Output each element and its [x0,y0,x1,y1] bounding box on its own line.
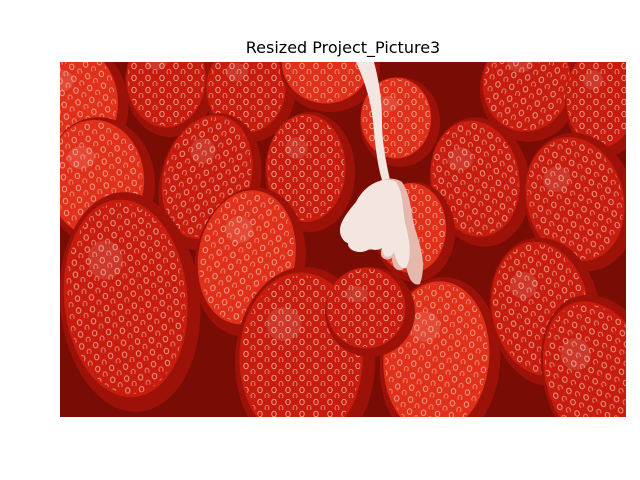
strawberry [565,62,626,157]
strawberry [325,267,415,357]
photo-canvas [60,62,626,417]
strawberry-group [60,62,626,417]
strawberry [479,62,581,142]
figure-title: Resized Project_Picture3 [245,38,441,57]
strawberry [523,132,626,272]
cream-drip [339,62,423,285]
strawberry [60,192,201,412]
strawberry [280,62,380,112]
strawberry [125,62,215,137]
strawberry-photo [60,62,626,417]
strawberry [429,117,531,247]
strawberry [540,294,626,417]
